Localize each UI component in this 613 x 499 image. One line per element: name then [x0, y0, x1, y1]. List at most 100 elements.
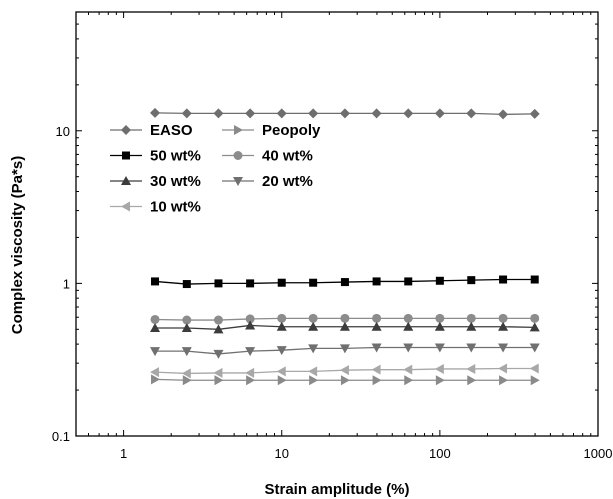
legend-label: 30 wt% — [150, 173, 201, 190]
data-point — [529, 363, 539, 374]
series-20-wt — [150, 343, 540, 359]
data-point — [245, 108, 256, 119]
data-point — [276, 366, 286, 377]
legend-marker — [234, 125, 243, 135]
data-point — [498, 109, 509, 120]
legend-item: EASO — [110, 122, 193, 139]
data-point — [339, 321, 350, 331]
data-point — [308, 366, 318, 377]
data-point — [308, 108, 319, 119]
y-tick-label: 0.1 — [52, 429, 70, 444]
data-point — [466, 313, 476, 323]
series-easo — [150, 107, 540, 120]
legend-marker — [122, 151, 130, 160]
legend-label: 20 wt% — [262, 173, 313, 190]
x-tick-label: 1000 — [584, 446, 613, 461]
data-point — [403, 313, 413, 323]
y-tick-label: 10 — [56, 124, 70, 139]
data-point — [339, 344, 350, 354]
data-point — [246, 279, 255, 288]
legend-marker — [121, 125, 131, 135]
x-tick-label: 10 — [275, 446, 289, 461]
data-point — [213, 367, 223, 378]
data-point — [213, 108, 224, 119]
data-point — [308, 344, 319, 354]
data-point — [276, 346, 287, 356]
data-point — [182, 280, 191, 289]
data-point — [340, 278, 349, 287]
data-point — [371, 343, 382, 353]
data-point — [530, 313, 540, 323]
legend-item: 50 wt% — [110, 148, 201, 165]
x-tick-label: 100 — [429, 446, 451, 461]
data-point — [181, 347, 192, 357]
legend-item: 10 wt% — [110, 199, 201, 216]
data-point — [372, 277, 381, 286]
data-point — [339, 365, 349, 376]
data-point — [213, 315, 223, 325]
data-point — [371, 108, 382, 119]
data-point — [213, 349, 224, 359]
data-point — [246, 375, 256, 386]
series-10-wt — [150, 363, 539, 379]
data-point — [213, 324, 224, 334]
data-point — [499, 375, 509, 386]
data-point — [277, 375, 287, 386]
data-point — [150, 107, 161, 118]
data-point — [529, 108, 540, 119]
axes: 1 10 100 1000 0.1 1 10 — [52, 11, 613, 461]
data-point — [340, 313, 350, 323]
legend-marker — [233, 177, 243, 186]
legend-item: 40 wt% — [222, 148, 313, 165]
data-point — [150, 347, 161, 357]
data-point — [181, 368, 191, 379]
data-point — [309, 375, 319, 386]
data-point — [404, 375, 414, 386]
data-point — [466, 108, 477, 119]
data-point — [181, 323, 192, 333]
plot-area — [150, 107, 540, 386]
data-point — [245, 347, 256, 357]
legend-label: Peopoly — [262, 122, 321, 139]
legend-label: 40 wt% — [262, 148, 313, 165]
data-point — [150, 314, 160, 324]
data-point — [309, 278, 318, 287]
data-point — [182, 315, 192, 325]
legend-marker — [121, 201, 130, 212]
data-point — [530, 375, 540, 386]
legend-item: 30 wt% — [110, 173, 201, 190]
legend-item: 20 wt% — [222, 173, 313, 190]
data-point — [372, 313, 382, 323]
data-point — [467, 375, 477, 386]
y-axis-title: Complex viscosity (Pa*s) — [9, 156, 26, 334]
data-point — [498, 363, 508, 374]
data-point — [529, 322, 540, 332]
data-point — [151, 374, 161, 385]
data-point — [403, 108, 414, 119]
data-point — [530, 275, 539, 284]
legend-label: 10 wt% — [150, 199, 201, 216]
data-point — [371, 364, 381, 375]
data-point — [245, 367, 255, 378]
data-point — [276, 108, 287, 119]
data-point — [150, 367, 160, 378]
data-point — [276, 321, 287, 331]
data-point — [214, 279, 223, 288]
data-point — [467, 276, 476, 285]
y-tick-label: 1 — [63, 276, 70, 291]
data-point — [529, 343, 540, 353]
series-50-wt — [151, 275, 539, 289]
legend: EASO Peopoly 50 wt% 40 wt% 30 wt% 20 wt% 10 wt… — [110, 122, 321, 216]
data-point — [371, 321, 382, 331]
data-point — [150, 323, 161, 333]
data-point — [182, 375, 192, 386]
data-point — [434, 343, 445, 353]
x-tick-label: 1 — [120, 446, 127, 461]
legend-marker — [233, 151, 243, 160]
data-point — [308, 313, 318, 323]
legend-marker — [121, 176, 131, 185]
data-point — [404, 277, 413, 286]
series-peopoly — [151, 374, 540, 386]
data-point — [403, 343, 414, 353]
